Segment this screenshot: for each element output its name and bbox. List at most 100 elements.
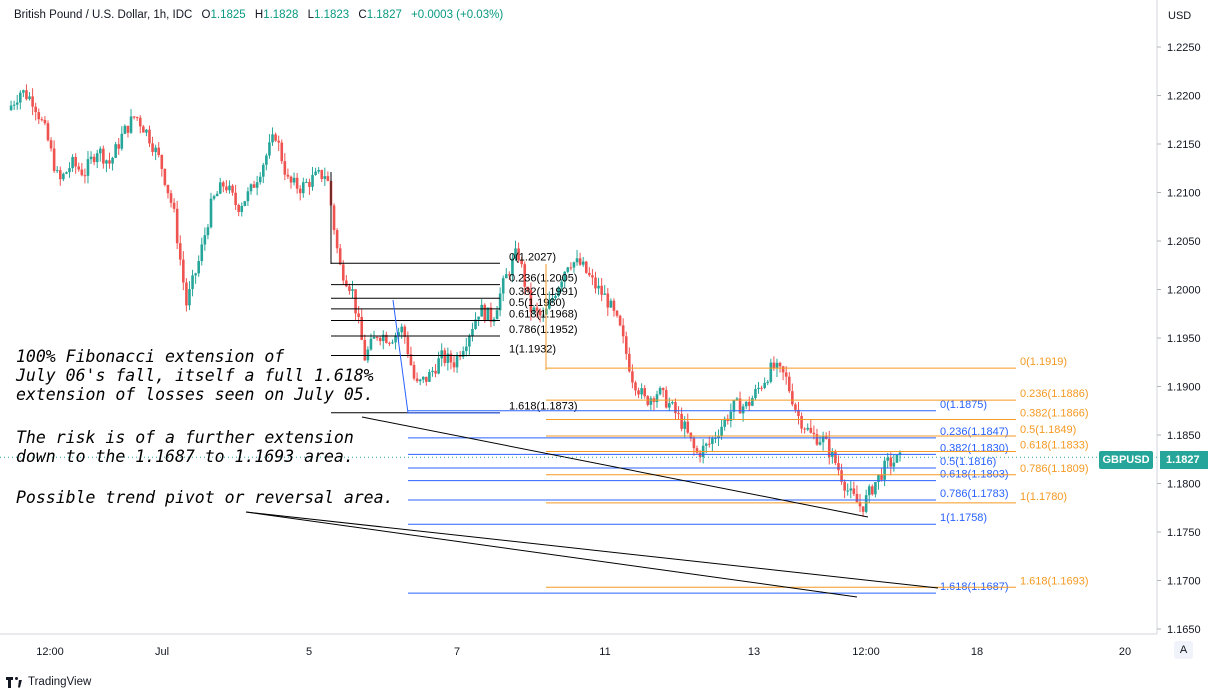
candle-body bbox=[787, 376, 791, 392]
fib-level-label: 0.786(1.1783) bbox=[940, 488, 1009, 500]
annotation-risk: The risk is of a further extension down … bbox=[16, 428, 354, 466]
candle-body bbox=[62, 173, 65, 180]
candle-body bbox=[769, 362, 773, 382]
candle-body bbox=[661, 388, 665, 391]
annotation-pivot: Possible trend pivot or reversal area. bbox=[16, 488, 394, 507]
footer-brand-label: TradingView bbox=[28, 676, 92, 688]
candle-body bbox=[338, 248, 342, 265]
annotation-line: The risk is of a further extension bbox=[16, 428, 354, 447]
candle-body bbox=[668, 403, 671, 408]
candle-body bbox=[166, 184, 170, 194]
candle-body bbox=[46, 123, 50, 141]
auto-scale-button[interactable]: A bbox=[1174, 641, 1193, 659]
candle-body bbox=[720, 426, 723, 437]
candle-body bbox=[369, 338, 373, 350]
candle-body bbox=[172, 202, 176, 209]
candle-body bbox=[332, 205, 336, 231]
trend-line-upper bbox=[245, 511, 939, 589]
close-label: C bbox=[358, 9, 367, 21]
candle-body bbox=[71, 157, 74, 169]
candle-body bbox=[465, 346, 468, 352]
candle-body bbox=[366, 349, 370, 361]
y-tick-label: 1.1950 bbox=[1167, 333, 1201, 345]
candle-body bbox=[354, 289, 357, 314]
candle-body bbox=[812, 432, 816, 435]
candle-body bbox=[132, 116, 136, 118]
candle-body bbox=[34, 106, 37, 113]
candle-body bbox=[621, 325, 625, 337]
symbol-title: British Pound / U.S. Dollar, 1h, IDC bbox=[14, 9, 193, 21]
candle-body bbox=[212, 196, 216, 199]
candle-body bbox=[480, 304, 483, 317]
candle-body bbox=[858, 502, 862, 507]
trend-line-lower bbox=[245, 511, 858, 598]
candle-body bbox=[378, 337, 382, 342]
candle-body bbox=[874, 482, 877, 495]
trend-line-extension bbox=[361, 416, 869, 518]
candle-body bbox=[563, 271, 567, 282]
fib-anchor-blue bbox=[392, 299, 500, 414]
candle-body bbox=[600, 285, 603, 295]
x-tick-label: 5 bbox=[306, 646, 312, 658]
candle-body bbox=[289, 176, 293, 183]
candle-body bbox=[560, 281, 563, 288]
candle-body bbox=[98, 148, 102, 154]
symbol-header: British Pound / U.S. Dollar, 1h, IDC O1.… bbox=[14, 9, 503, 21]
y-tick-label: 1.1750 bbox=[1167, 527, 1201, 539]
candle-body bbox=[114, 144, 117, 158]
candle-body bbox=[55, 170, 59, 172]
candle-body bbox=[612, 300, 616, 311]
candle-body bbox=[102, 148, 105, 164]
candle-body bbox=[188, 289, 191, 306]
fib-level-label: 0.382(1.1866) bbox=[1020, 407, 1089, 419]
candle-body bbox=[280, 142, 284, 162]
fib-level-label: 0.236(1.1886) bbox=[1020, 388, 1089, 400]
candle-body bbox=[495, 310, 499, 320]
candle-body bbox=[775, 362, 779, 369]
fib-level-label: 1.618(1.1873) bbox=[509, 401, 578, 413]
footer-brand[interactable]: TradingView bbox=[6, 676, 91, 688]
candle-body bbox=[781, 366, 785, 373]
candle-body bbox=[431, 370, 434, 372]
candle-body bbox=[418, 379, 422, 382]
candle-body bbox=[486, 307, 490, 321]
candle-body bbox=[381, 334, 385, 342]
candle-body bbox=[283, 161, 287, 175]
candle-body bbox=[157, 147, 161, 156]
candle-body bbox=[572, 262, 576, 268]
y-tick-label: 1.2200 bbox=[1167, 91, 1201, 103]
fib-level-label: 0(1.1875) bbox=[940, 399, 987, 411]
candle-body bbox=[591, 275, 594, 278]
candle-body bbox=[883, 460, 886, 480]
candle-body bbox=[501, 278, 505, 294]
candle-body bbox=[760, 387, 763, 389]
candle-body bbox=[634, 382, 637, 391]
candle-body bbox=[686, 421, 690, 433]
candle-body bbox=[468, 335, 471, 347]
candle-body bbox=[111, 157, 114, 164]
candle-body bbox=[800, 416, 803, 429]
candle-body bbox=[360, 316, 364, 340]
candle-body bbox=[818, 442, 822, 445]
candle-body bbox=[265, 155, 268, 165]
candle-body bbox=[234, 192, 237, 205]
candle-body bbox=[58, 170, 62, 180]
candle-body bbox=[628, 353, 631, 372]
candle-body bbox=[640, 388, 643, 395]
candle-body bbox=[92, 156, 96, 163]
candle-body bbox=[729, 411, 733, 422]
candle-body bbox=[741, 406, 745, 414]
candle-body bbox=[581, 261, 585, 265]
candle-body bbox=[618, 315, 622, 326]
candle-body bbox=[225, 186, 228, 191]
candle-body bbox=[821, 436, 825, 443]
candle-body bbox=[388, 342, 391, 344]
candle-body bbox=[108, 160, 111, 164]
candle-body bbox=[305, 181, 308, 183]
candle-body bbox=[218, 182, 222, 194]
candle-body bbox=[680, 413, 683, 429]
candle-body bbox=[425, 376, 428, 382]
candle-body bbox=[837, 463, 840, 471]
candle-body bbox=[394, 335, 397, 343]
